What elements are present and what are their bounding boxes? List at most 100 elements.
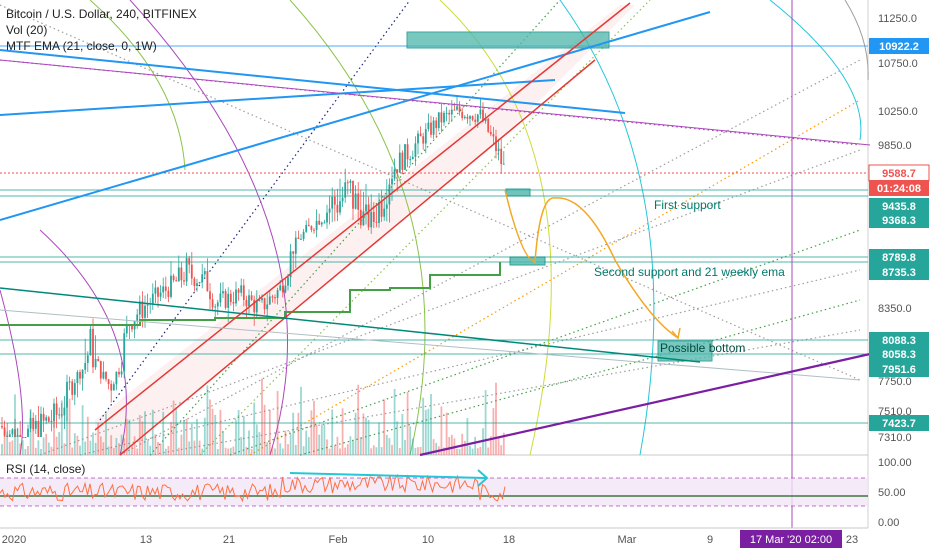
fan-line — [79, 269, 861, 456]
volume-bar — [60, 400, 63, 455]
candle-body — [266, 304, 269, 310]
volume-bar — [427, 408, 430, 455]
candle-body — [144, 305, 146, 318]
volume-bar — [45, 433, 48, 455]
volume-bar — [359, 437, 362, 455]
volume-bar — [414, 447, 417, 455]
candle-body — [372, 211, 375, 222]
volume-bar — [320, 424, 323, 455]
price-badge — [869, 332, 929, 348]
candle-body — [63, 407, 66, 416]
volume-bar — [302, 446, 305, 455]
volume-bar — [229, 447, 232, 455]
channel-upper-line — [94, 2, 631, 431]
volume-bar — [263, 404, 266, 455]
candle-body — [479, 109, 482, 115]
price-badge — [869, 346, 929, 362]
volume-bar — [24, 448, 27, 455]
price-tick-label: 9850.0 — [878, 140, 912, 152]
volume-bar — [118, 443, 120, 455]
candle-body — [37, 420, 40, 437]
volume-bar — [292, 412, 295, 455]
candle-body — [81, 369, 84, 379]
candle-body — [430, 122, 432, 135]
candle-body — [268, 296, 271, 305]
candle-body — [383, 208, 386, 217]
volume-bar — [177, 447, 180, 455]
volume-bar — [450, 434, 453, 455]
candle-body — [461, 111, 464, 119]
candle-body — [469, 116, 471, 119]
candle-body — [99, 360, 102, 379]
price-badge — [869, 38, 929, 54]
volume-bar — [307, 437, 310, 455]
candle-body — [164, 286, 167, 291]
volume-bar — [297, 412, 300, 455]
candle-body — [245, 300, 248, 307]
candle-body — [284, 285, 287, 293]
candle-body — [138, 301, 141, 315]
candle-body — [367, 204, 370, 228]
candle-body — [180, 267, 183, 281]
volume-bar — [138, 415, 141, 455]
volume-bar — [443, 447, 445, 455]
candle-body — [414, 143, 417, 157]
volume-bar — [198, 440, 201, 455]
candle-body — [32, 417, 35, 429]
candle-body — [84, 362, 87, 370]
candle-body — [411, 156, 414, 160]
time-highlight-badge — [740, 530, 842, 548]
volume-bar — [346, 444, 349, 455]
candle-body — [476, 114, 479, 122]
candle-body — [313, 229, 315, 231]
price-badge — [869, 180, 929, 196]
blue-trend-line — [0, 49, 626, 114]
candle-body — [261, 298, 263, 301]
candle-body — [45, 417, 48, 421]
fan-line — [249, 99, 861, 456]
volume-bar — [172, 400, 175, 455]
candle-body — [339, 201, 341, 213]
volume-bar — [315, 424, 318, 455]
volume-bar — [398, 448, 401, 455]
volume-bar — [378, 422, 380, 455]
volume-bar — [131, 444, 133, 455]
candle-body — [489, 131, 492, 135]
candle-body — [287, 277, 289, 286]
volume-bar — [55, 436, 58, 455]
volume-bar — [164, 448, 167, 455]
volume-bar — [354, 412, 357, 455]
candle-body — [1, 425, 3, 428]
volume-bar — [318, 434, 321, 455]
volume-bar — [66, 401, 68, 455]
candle-body — [487, 118, 490, 132]
second-support-box — [509, 256, 546, 266]
volume-bar — [305, 430, 308, 455]
volume-bar — [245, 446, 248, 455]
volume-bar — [313, 400, 315, 455]
first-support-box — [505, 188, 531, 197]
candle-body — [292, 251, 295, 254]
volume-bar — [445, 412, 448, 455]
volume-bar — [40, 448, 42, 455]
candle-body — [118, 371, 120, 375]
candle-body — [102, 371, 105, 379]
candle-body — [482, 109, 484, 122]
volume-bar — [3, 428, 6, 455]
volume-bar — [209, 399, 211, 455]
price-badge — [869, 249, 929, 265]
candle-body — [203, 271, 206, 275]
candle-body — [276, 290, 279, 298]
time-tick-label: 9 — [707, 534, 713, 546]
candle-body — [71, 381, 74, 395]
volume-bar — [474, 436, 477, 455]
candle-body — [502, 163, 505, 165]
candle-body — [424, 129, 427, 144]
volume-bar — [193, 440, 196, 455]
volume-bar — [63, 443, 66, 455]
volume-bar — [6, 431, 9, 455]
candle-body — [255, 300, 258, 313]
candle-body — [237, 289, 240, 293]
